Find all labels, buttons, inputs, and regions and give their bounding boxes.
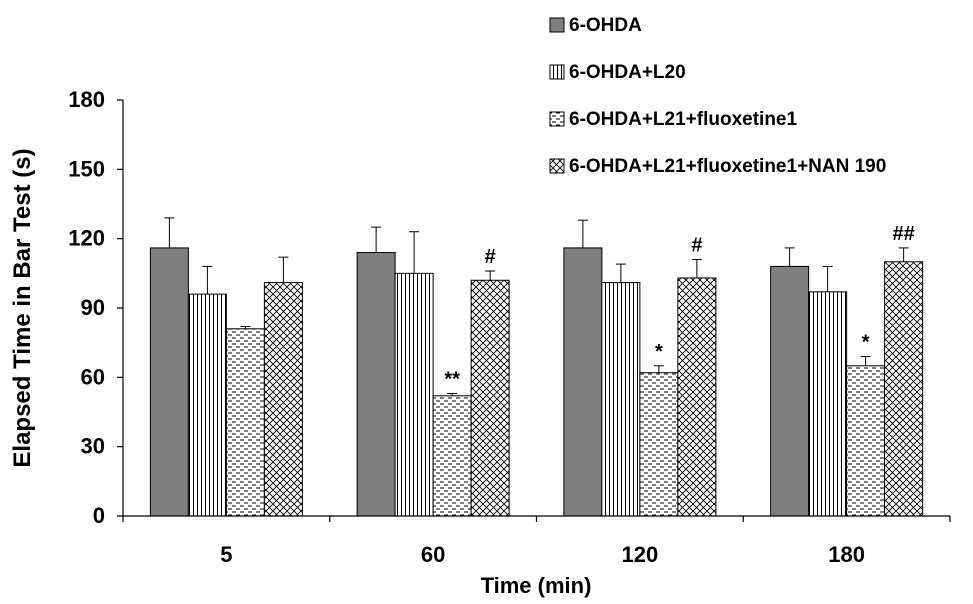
- legend-label: 6-OHDA: [569, 15, 642, 36]
- legend-swatch: [549, 158, 565, 174]
- y-ticks: 0 30 60 90 120 150 180: [68, 87, 123, 528]
- significance-label: #: [691, 234, 702, 256]
- y-tick-label: 30: [81, 434, 105, 459]
- bar: [187, 293, 227, 517]
- bar: [601, 282, 641, 517]
- x-tick-label: 120: [622, 542, 659, 567]
- x-tick-label: 180: [828, 542, 865, 567]
- y-tick-label: 0: [93, 503, 105, 528]
- y-tick-label: 120: [68, 226, 105, 251]
- y-tick-label: 180: [68, 87, 105, 112]
- legend-label: 6-OHDA+L20: [569, 62, 686, 83]
- y-tick-label: 150: [68, 156, 105, 181]
- x-axis-title: Time (min): [481, 573, 592, 598]
- y-axis-title: Elapsed Time in Bar Test (s): [9, 148, 36, 467]
- bar: [470, 279, 510, 517]
- bar: [263, 282, 303, 517]
- legend-swatch: [549, 17, 565, 33]
- significance-label: *: [655, 341, 663, 363]
- legend-swatch: [549, 111, 565, 127]
- significance-label: ##: [893, 223, 915, 245]
- y-tick-label: 60: [81, 364, 105, 389]
- bar: [808, 291, 848, 517]
- y-tick-label: 90: [81, 295, 105, 320]
- bar: [563, 247, 603, 517]
- bar: [770, 265, 810, 517]
- bar: [846, 365, 886, 517]
- bar: [432, 395, 472, 517]
- x-ticks: 5 60 120 180: [122, 516, 951, 567]
- bar: [884, 261, 924, 517]
- legend-label: 6-OHDA+L21+fluoxetine1: [569, 109, 797, 130]
- significance-label: **: [444, 369, 460, 391]
- bars-layer: *** *####: [149, 217, 924, 517]
- bar: [677, 277, 717, 517]
- x-tick-label: 5: [220, 542, 232, 567]
- x-tick-label: 60: [421, 542, 445, 567]
- significance-label: *: [862, 332, 870, 354]
- legend-swatch: [549, 64, 565, 80]
- bar: [394, 272, 434, 517]
- bar: [149, 247, 189, 517]
- legend-label: 6-OHDA+L21+fluoxetine1+NAN 190: [569, 156, 886, 177]
- bar: [639, 372, 679, 517]
- legend: 6-OHDA 6-OHDA+L20 6-OHDA+L21+fluoxetine1 6-…: [549, 15, 886, 177]
- bar: [225, 328, 265, 517]
- significance-label: #: [485, 246, 496, 268]
- bar: [356, 252, 396, 517]
